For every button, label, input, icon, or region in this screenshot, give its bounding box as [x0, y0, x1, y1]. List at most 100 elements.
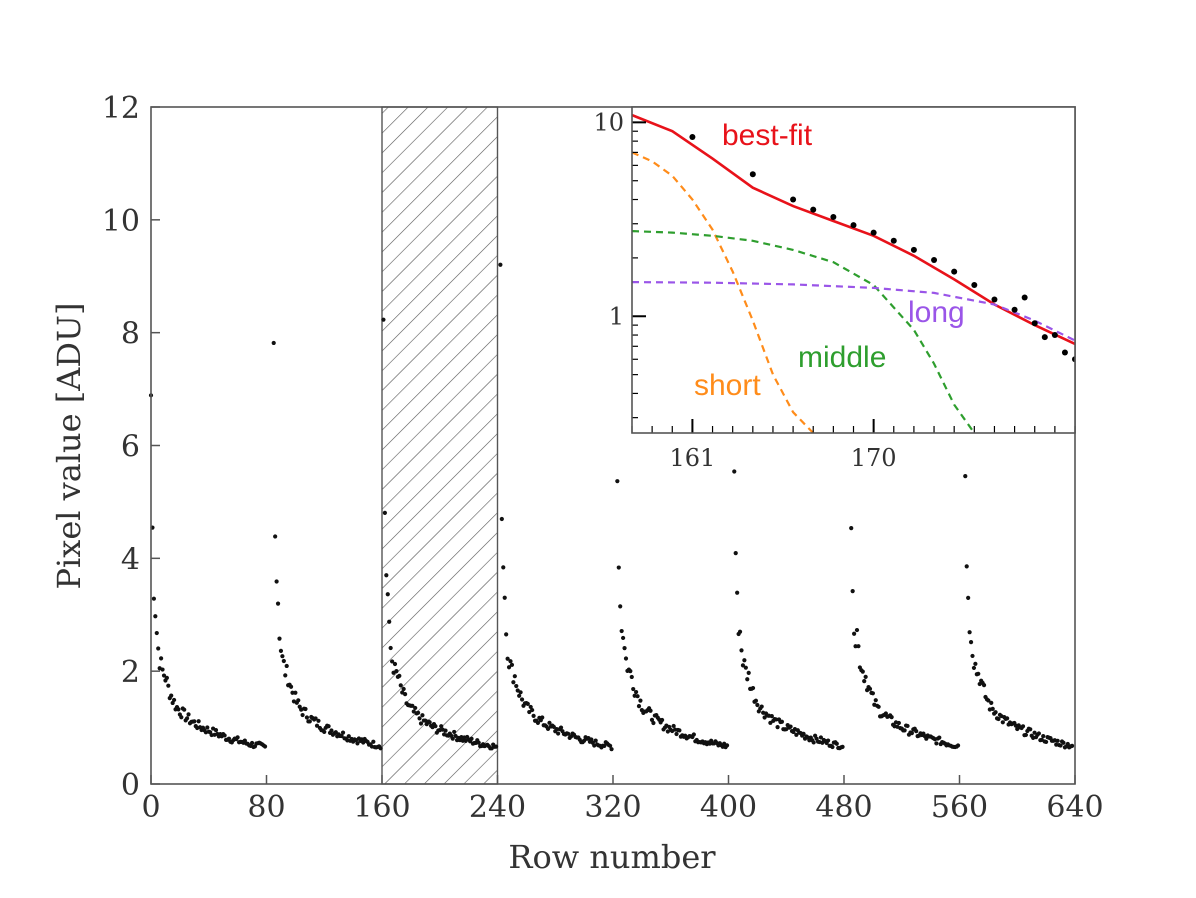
data-point	[876, 704, 881, 709]
data-point	[852, 631, 857, 636]
data-point	[222, 733, 227, 738]
data-point	[339, 733, 344, 739]
data-point	[161, 673, 167, 678]
data-point	[826, 738, 831, 743]
label-best-fit: best-fit	[722, 119, 813, 152]
inset-frame	[631, 106, 1076, 434]
data-point	[556, 731, 561, 736]
data-point	[981, 683, 987, 688]
inset-data-point	[749, 171, 756, 178]
data-point	[967, 630, 972, 635]
data-point	[443, 728, 448, 733]
data-point	[794, 732, 799, 737]
data-point	[677, 728, 682, 733]
inset-data-point	[850, 222, 857, 229]
data-point	[1070, 743, 1075, 748]
data-point	[394, 669, 399, 674]
data-point	[535, 720, 541, 726]
data-point	[659, 717, 665, 723]
data-point	[316, 718, 321, 723]
data-point	[830, 744, 835, 750]
data-point	[493, 744, 499, 749]
data-point	[326, 724, 331, 729]
data-point	[634, 689, 639, 695]
data-point	[671, 723, 676, 729]
data-point	[631, 686, 636, 692]
data-point	[288, 684, 294, 689]
data-point	[512, 674, 517, 679]
data-point	[385, 592, 390, 597]
data-point	[274, 579, 279, 584]
data-point	[403, 692, 408, 697]
data-point	[192, 719, 197, 724]
x-tick-label: 400	[700, 790, 757, 825]
x-tick-label: 240	[469, 790, 526, 825]
data-point	[955, 743, 961, 748]
data-point	[856, 644, 861, 649]
data-point	[914, 729, 919, 734]
data-point	[392, 661, 398, 667]
data-point	[608, 743, 613, 748]
data-point	[737, 629, 743, 634]
data-point	[990, 706, 995, 711]
data-point	[743, 665, 748, 670]
y-tick-label: 2	[121, 655, 140, 690]
data-point	[528, 704, 533, 710]
inset-x-tick-label: 170	[851, 444, 897, 472]
main-tick-labels: 0 80 160 240 320 400 480 560 640 0 2 4 6 8 10 12	[102, 91, 1104, 825]
data-point	[1041, 734, 1046, 739]
x-tick-label: 640	[1046, 790, 1103, 825]
main-plot: 0 80 160 240 320 400 480 560 640 0 2 4 6 8 10 12 Row nu…	[50, 91, 1104, 876]
data-point	[986, 698, 991, 703]
inset-data-point	[910, 246, 917, 253]
inset-data-point	[1011, 306, 1018, 313]
data-point	[742, 658, 747, 663]
data-point	[277, 636, 282, 641]
data-point	[623, 656, 629, 661]
data-point	[602, 743, 607, 749]
x-tick-label: 320	[584, 790, 641, 825]
data-point	[226, 736, 232, 741]
data-point	[909, 730, 914, 736]
data-point	[853, 644, 858, 649]
main-plot-frame	[150, 106, 1076, 785]
data-point	[179, 715, 184, 720]
data-point	[966, 595, 971, 600]
data-point	[381, 317, 386, 322]
inset-tick-labels: 161 170 10 1	[593, 108, 896, 472]
data-point	[182, 707, 187, 712]
data-point	[518, 690, 523, 695]
inset-data-point	[870, 229, 877, 236]
data-point	[779, 719, 785, 724]
data-point	[745, 677, 750, 682]
data-point	[517, 693, 522, 698]
data-point	[371, 739, 376, 744]
y-tick-label: 10	[102, 204, 140, 239]
data-point	[609, 747, 614, 752]
data-point	[154, 630, 159, 636]
data-point	[160, 667, 165, 672]
data-point	[629, 674, 634, 680]
data-point	[732, 469, 737, 474]
data-point	[971, 665, 977, 671]
curve-best-fit	[632, 113, 1075, 346]
data-point	[867, 686, 873, 691]
data-point	[889, 715, 894, 720]
data-point	[271, 340, 276, 346]
data-point	[1065, 741, 1070, 747]
curve-long	[632, 281, 1075, 342]
data-point	[196, 719, 201, 724]
data-point	[151, 596, 156, 601]
data-point	[635, 694, 640, 699]
data-point	[413, 705, 418, 711]
data-point	[153, 614, 158, 619]
y-axis-label: Pixel value [ADU]	[50, 303, 88, 590]
data-point	[519, 697, 525, 702]
data-point	[531, 713, 536, 718]
data-point	[387, 619, 392, 624]
data-point	[469, 736, 474, 741]
data-point	[418, 721, 424, 726]
data-point	[427, 720, 432, 725]
data-point	[746, 670, 751, 675]
data-point	[860, 669, 865, 674]
